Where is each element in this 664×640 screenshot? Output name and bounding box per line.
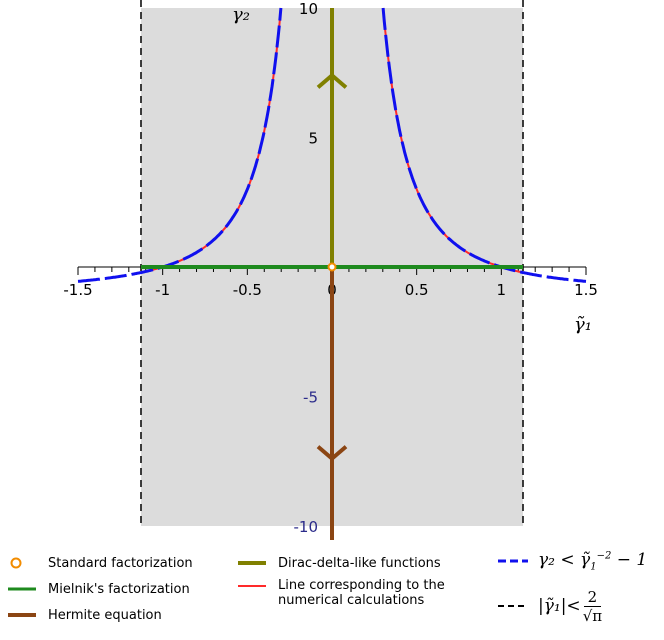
- legend-item-gamma1: |γ̃₁|< 2 √π: [496, 586, 602, 626]
- green-line-icon: [6, 582, 40, 596]
- legend-label: Line corresponding to the: [278, 578, 445, 593]
- fraction: 2 √π: [583, 588, 602, 625]
- legend-item-standard: Standard factorization: [6, 552, 193, 574]
- y-tick-label: 10: [299, 0, 318, 18]
- legend-item-numerical: Line corresponding to the numerical calc…: [236, 578, 445, 614]
- legend-item-gamma2: γ₂ < γ̃1−2 − 1: [496, 550, 647, 572]
- blue-dashed-line-icon: [496, 554, 530, 568]
- legend-item-hermite: Hermite equation: [6, 604, 162, 626]
- red-line-icon: [236, 579, 270, 593]
- x-tick-label: 1.5: [574, 281, 598, 299]
- fraction-numerator: 2: [583, 588, 602, 607]
- y-tick-label: -10: [294, 518, 319, 536]
- black-dashed-line-icon: [496, 599, 530, 613]
- legend-math-rhs: γ̃1−2 − 1: [580, 549, 648, 573]
- legend-item-dirac: Dirac-delta-like functions: [236, 552, 441, 574]
- legend-label: Hermite equation: [48, 607, 162, 623]
- y-tick-label: 5: [308, 130, 318, 148]
- x-tick-label: -0.5: [233, 281, 262, 299]
- legend-label: |γ̃₁|< 2 √π: [538, 588, 602, 625]
- legend-label: Mielnik's factorization: [48, 581, 190, 597]
- dirac-arrow-icon: [316, 72, 348, 89]
- bound-curve-right: [381, 7, 587, 283]
- olive-line-icon: [236, 556, 270, 570]
- chart-legend: Standard factorization Mielnik's factori…: [0, 548, 664, 640]
- legend-label: Standard factorization: [48, 555, 193, 571]
- x-tick-label: -1: [155, 281, 170, 299]
- hermite-arrow-icon: [316, 445, 348, 462]
- legend-math-lhs: γ₂ <: [538, 549, 581, 570]
- circle-marker-icon: [6, 556, 40, 570]
- legend-label: Dirac-delta-like functions: [278, 555, 441, 571]
- y-axis-label: γ₂: [232, 4, 250, 25]
- bound-curve-left: [77, 7, 283, 283]
- standard-point: [327, 262, 337, 272]
- fraction-denominator: √π: [582, 606, 603, 625]
- x-tick-label: 1: [497, 281, 507, 299]
- legend-item-mielnik: Mielnik's factorization: [6, 578, 190, 600]
- brown-line-icon: [6, 608, 40, 622]
- legend-label: γ₂ < γ̃1−2 − 1: [538, 550, 647, 572]
- x-tick-label: 0.5: [405, 281, 429, 299]
- x-tick-label: -1.5: [63, 281, 92, 299]
- legend-label-multiline: Line corresponding to the numerical calc…: [278, 578, 445, 608]
- x-axis-label: γ̃₁: [574, 314, 592, 335]
- legend-label: numerical calculations: [278, 593, 425, 608]
- y-tick-label: -5: [303, 389, 318, 407]
- legend-math-lhs: |γ̃₁|<: [538, 596, 581, 616]
